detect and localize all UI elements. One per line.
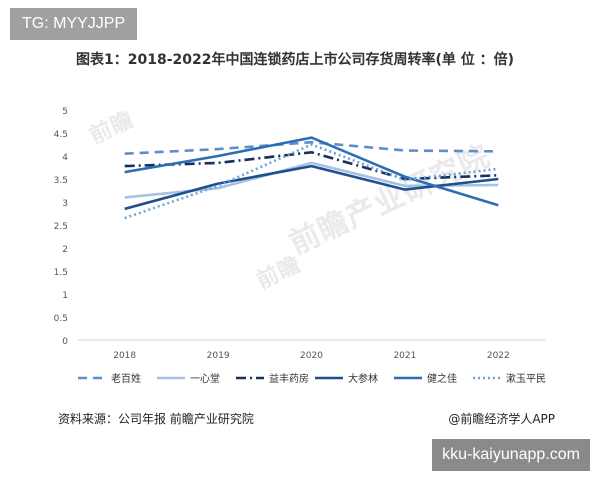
source-note: 资料来源：公司年报 前瞻产业研究院: [58, 412, 254, 426]
y-tick-label: 4.5: [54, 130, 68, 140]
x-tick-label: 2018: [113, 351, 136, 361]
legend-label: 漱玉平民: [506, 373, 546, 385]
y-tick-label: 5: [62, 107, 68, 117]
y-tick-label: 4: [62, 153, 68, 163]
legend-label: 大参林: [348, 372, 378, 385]
series-line: [124, 143, 499, 220]
watermark-tag: TG: MYYJJPP: [10, 8, 138, 40]
legend-label: 健之佳: [427, 372, 457, 385]
y-tick-label: 2: [62, 245, 68, 255]
y-tick-label: 1.5: [54, 268, 68, 278]
legend-label: 一心堂: [190, 373, 220, 385]
brand-credit: @前瞻经济学人APP: [448, 412, 555, 426]
legend-label: 老百姓: [111, 372, 141, 385]
watermark-site: kku-kaiyunapp.com: [432, 439, 590, 471]
legend-label: 益丰药房: [269, 372, 309, 385]
series-line: [124, 140, 499, 155]
y-tick-label: 2.5: [54, 222, 68, 232]
x-tick-label: 2022: [487, 351, 510, 361]
x-tick-label: 2019: [207, 351, 230, 361]
y-tick-label: 3: [62, 199, 68, 209]
series-line: [124, 136, 499, 207]
x-tick-label: 2021: [393, 351, 416, 361]
y-tick-label: 0: [62, 337, 68, 347]
line-chart: 0 0.5 1 1.5 2 2.5 3 3.5 4 4.5 5 2018 2019 2020 2021 202…: [54, 107, 546, 385]
y-tick-label: 1: [62, 291, 68, 301]
series-line: [124, 151, 499, 181]
y-tick-label: 3.5: [54, 176, 68, 186]
y-tick-label: 0.5: [54, 314, 68, 324]
x-tick-label: 2020: [300, 351, 323, 361]
series-line: [124, 161, 499, 199]
chart-title: 图表1：2018-2022年中国连锁药店上市公司存货周转率(单 位 ：倍): [75, 52, 515, 68]
